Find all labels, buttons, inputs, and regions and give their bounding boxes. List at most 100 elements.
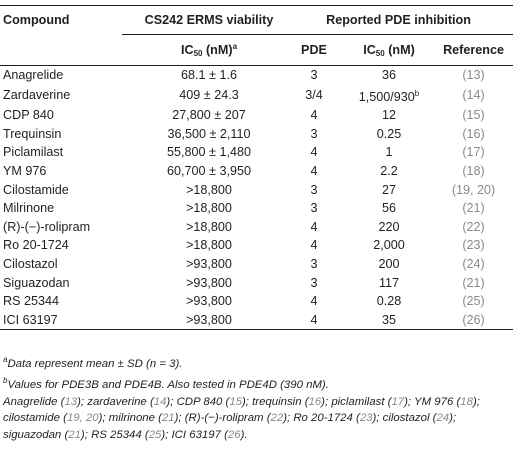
cell-compound: Ro 20-1724 xyxy=(3,238,69,253)
cell-ic50: 27 xyxy=(381,182,396,197)
cell-viability: 36,500 ± 2,110 xyxy=(167,126,251,141)
cell-compound: CDP 840 xyxy=(3,108,54,123)
cell-pde: 4 xyxy=(284,310,344,331)
cell-pde: 4 xyxy=(310,163,318,178)
cell-ic50: 2,000 xyxy=(373,238,405,253)
header-row-columns: IC50 (nM)a PDE IC50 (nM) Reference xyxy=(0,34,513,66)
table-row: Ro 20-1724 >18,800 4 2,000 (23) xyxy=(0,236,513,255)
cell-pde: 4 xyxy=(310,238,318,253)
cell-viability: >18,800 xyxy=(186,219,232,234)
table-row: (R)-(−)-rolipram >18,800 4 220 (22) xyxy=(0,218,513,237)
cell-reference: (21) xyxy=(462,201,485,216)
table-row: Cilostazol >93,800 3 200 (24) xyxy=(0,255,513,274)
cell-compound: (R)-(−)-rolipram xyxy=(3,219,91,234)
header-reference: Reference xyxy=(434,34,513,66)
cell-viability: >93,800 xyxy=(122,310,284,331)
cell-reference: (19, 20) xyxy=(451,182,496,197)
cell-ic50: 1 xyxy=(385,145,393,160)
header-blank xyxy=(0,34,122,66)
cell-viability: 60,700 ± 3,950 xyxy=(167,163,251,178)
cell-reference: (26) xyxy=(434,310,513,331)
cell-reference: (17) xyxy=(462,145,485,160)
table-row: Cilostamide >18,800 3 27 (19, 20) xyxy=(0,181,513,200)
cell-compound: RS 25344 xyxy=(3,294,60,309)
table-row: Piclamilast 55,800 ± 1,480 4 1 (17) xyxy=(0,143,513,162)
footnote-b: bValues for PDE3B and PDE4B. Also tested… xyxy=(3,375,329,391)
cell-pde: 3/4 xyxy=(305,88,323,103)
table-row: Siguazodan >93,800 3 117 (21) xyxy=(0,274,513,293)
cell-reference: (24) xyxy=(462,256,485,271)
header-ic50-pde: IC50 (nM) xyxy=(344,34,434,66)
cell-pde: 3 xyxy=(310,68,318,82)
cell-reference: (18) xyxy=(462,163,485,178)
cell-viability: >93,800 xyxy=(186,275,232,290)
cell-compound: YM 976 xyxy=(3,163,47,178)
cell-pde: 3 xyxy=(310,256,318,271)
cell-viability: >18,800 xyxy=(186,201,232,216)
header-pde: PDE xyxy=(284,34,344,66)
cell-pde: 4 xyxy=(310,108,318,123)
cell-ic50: 2.2 xyxy=(380,163,398,178)
table-row: CDP 840 27,800 ± 207 4 12 (15) xyxy=(0,106,513,125)
cell-compound: Cilostazol xyxy=(3,256,58,271)
cell-reference: (14) xyxy=(462,88,485,103)
table-row: Anagrelide 68.1 ± 1.6 3 36 (13) xyxy=(0,66,513,85)
cell-compound: Cilostamide xyxy=(3,182,69,197)
footnotes: aData represent mean ± SD (n = 3). bValu… xyxy=(3,352,511,444)
table-row: ICI 63197 >93,800 4 35 (26) xyxy=(0,310,513,331)
table-body: Anagrelide 68.1 ± 1.6 3 36 (13) Zardaverine 40… xyxy=(0,66,513,331)
cell-reference: (15) xyxy=(462,108,485,123)
cell-pde: 4 xyxy=(310,145,318,160)
header-pde-inhibition: Reported PDE inhibition xyxy=(284,5,513,35)
cell-pde: 3 xyxy=(310,182,318,197)
cell-pde: 4 xyxy=(310,219,318,234)
cell-reference: (23) xyxy=(462,238,485,253)
cell-reference: (22) xyxy=(462,219,485,234)
cell-ic50: 1,500/930b xyxy=(358,88,420,104)
cell-viability: >93,800 xyxy=(186,294,232,309)
cell-viability: >18,800 xyxy=(186,182,232,197)
table-row: Milrinone >18,800 3 56 (21) xyxy=(0,199,513,218)
cell-compound: ICI 63197 xyxy=(0,310,122,331)
cell-compound: Siguazodan xyxy=(3,275,70,290)
cell-pde: 4 xyxy=(310,294,318,309)
cell-pde: 3 xyxy=(310,126,318,141)
pde-table: Compound CS242 ERMS viability Reported P… xyxy=(0,5,513,331)
cell-compound: Anagrelide xyxy=(3,68,64,82)
cell-compound: Milrinone xyxy=(3,201,55,216)
cell-pde: 3 xyxy=(310,275,318,290)
table-row: YM 976 60,700 ± 3,950 4 2.2 (18) xyxy=(0,162,513,181)
cell-viability: 27,800 ± 207 xyxy=(172,108,246,123)
cell-reference: (16) xyxy=(462,126,485,141)
cell-ic50: 36 xyxy=(381,68,396,82)
cell-ic50: 0.25 xyxy=(376,126,402,141)
cell-ic50: 35 xyxy=(344,310,434,331)
table-row: Zardaverine 409 ± 24.3 3/4 1,500/930b (14) xyxy=(0,85,513,107)
header-ic50-viability: IC50 (nM)a xyxy=(122,34,284,66)
table-row: Trequinsin 36,500 ± 2,110 3 0.25 (16) xyxy=(0,125,513,144)
table-row: RS 25344 >93,800 4 0.28 (25) xyxy=(0,292,513,311)
cell-reference: (13) xyxy=(462,68,485,82)
cell-viability: 68.1 ± 1.6 xyxy=(181,68,237,82)
footnote-a: aData represent mean ± SD (n = 3). xyxy=(3,355,183,370)
cell-compound: Trequinsin xyxy=(3,126,62,141)
header-row-groups: Compound CS242 ERMS viability Reported P… xyxy=(0,5,513,35)
cell-ic50: 117 xyxy=(378,275,400,290)
header-compound: Compound xyxy=(0,5,122,35)
cell-ic50: 220 xyxy=(378,219,400,234)
cell-viability: 409 ± 24.3 xyxy=(179,88,239,103)
cell-ic50: 12 xyxy=(381,108,396,123)
cell-compound: Piclamilast xyxy=(3,145,64,160)
cell-ic50: 56 xyxy=(381,201,396,216)
footnote-citations: Anagrelide (13); zardaverine (14); CDP 8… xyxy=(3,395,480,442)
cell-compound: Zardaverine xyxy=(3,88,71,103)
cell-viability: >93,800 xyxy=(186,256,232,271)
cell-pde: 3 xyxy=(310,201,318,216)
cell-ic50: 200 xyxy=(378,256,400,271)
cell-reference: (25) xyxy=(462,294,485,309)
cell-reference: (21) xyxy=(462,275,485,290)
cell-viability: 55,800 ± 1,480 xyxy=(167,145,251,160)
cell-viability: >18,800 xyxy=(186,238,232,253)
cell-ic50: 0.28 xyxy=(376,294,402,309)
